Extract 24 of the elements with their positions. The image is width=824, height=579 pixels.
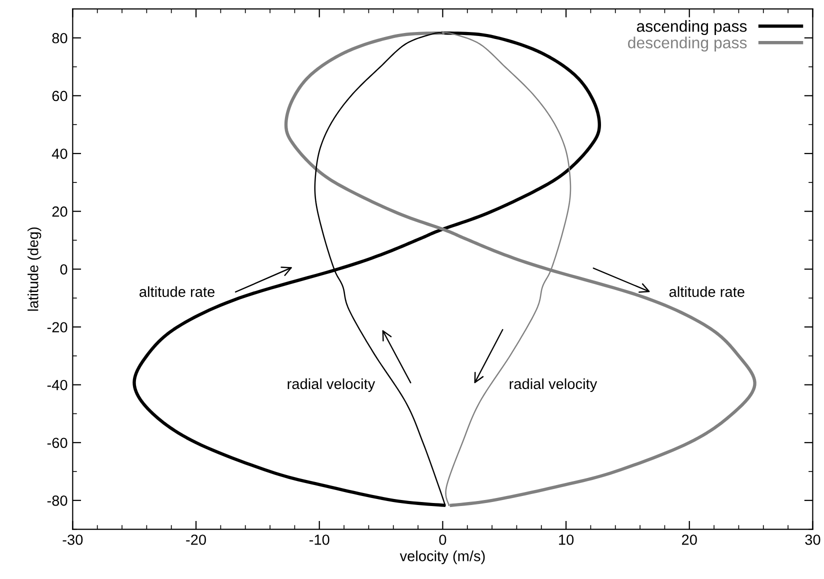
annotation: altitude rate — [669, 286, 744, 297]
y-tick-label: 20 — [52, 206, 68, 217]
x-tick-label: 0 — [439, 534, 446, 545]
y-tick-label: -40 — [47, 380, 68, 390]
legend-label: descending pass — [628, 36, 747, 52]
annotation: radial velocity — [510, 378, 598, 392]
y-tick-label: 60 — [52, 90, 68, 102]
y-tick-label: -80 — [47, 496, 68, 506]
y-tick-label: -20 — [47, 322, 68, 332]
x-tick-label: 30 — [805, 534, 820, 545]
y-tick-label: 40 — [52, 148, 68, 159]
x-tick-label: 20 — [682, 534, 697, 545]
annotation: radial velocity — [288, 378, 376, 392]
x-tick-label: -20 — [186, 534, 206, 545]
x-axis-title: velocity (m/s) — [400, 550, 485, 564]
x-tick-label: 10 — [559, 534, 574, 545]
y-tick-label: 80 — [52, 32, 68, 44]
y-axis-title: latitude (deg) — [28, 227, 42, 311]
x-tick-label: -10 — [309, 534, 330, 545]
y-tick-label: 0 — [60, 264, 68, 275]
annotation: altitude rate — [140, 286, 214, 297]
x-tick-label: -30 — [62, 534, 83, 545]
y-tick-label: -60 — [47, 438, 68, 448]
legend-label: ascending pass — [636, 20, 747, 36]
